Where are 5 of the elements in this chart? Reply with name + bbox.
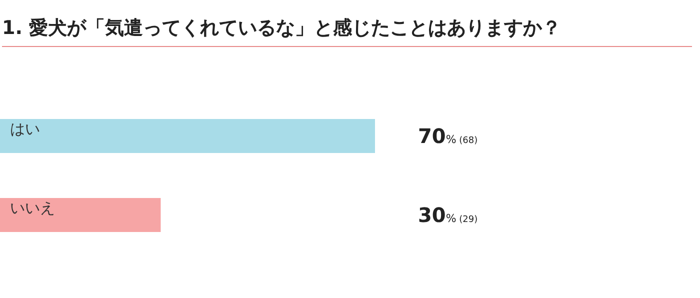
chart-title: 1. 愛犬が「気遣ってくれているな」と感じたことはありますか？ xyxy=(2,10,692,47)
y-tick-label: はい xyxy=(10,120,40,138)
y-tick-label: いいえ xyxy=(10,199,55,217)
data-label: 70% (68) xyxy=(418,124,478,148)
data-label: 30% (29) xyxy=(418,203,478,227)
